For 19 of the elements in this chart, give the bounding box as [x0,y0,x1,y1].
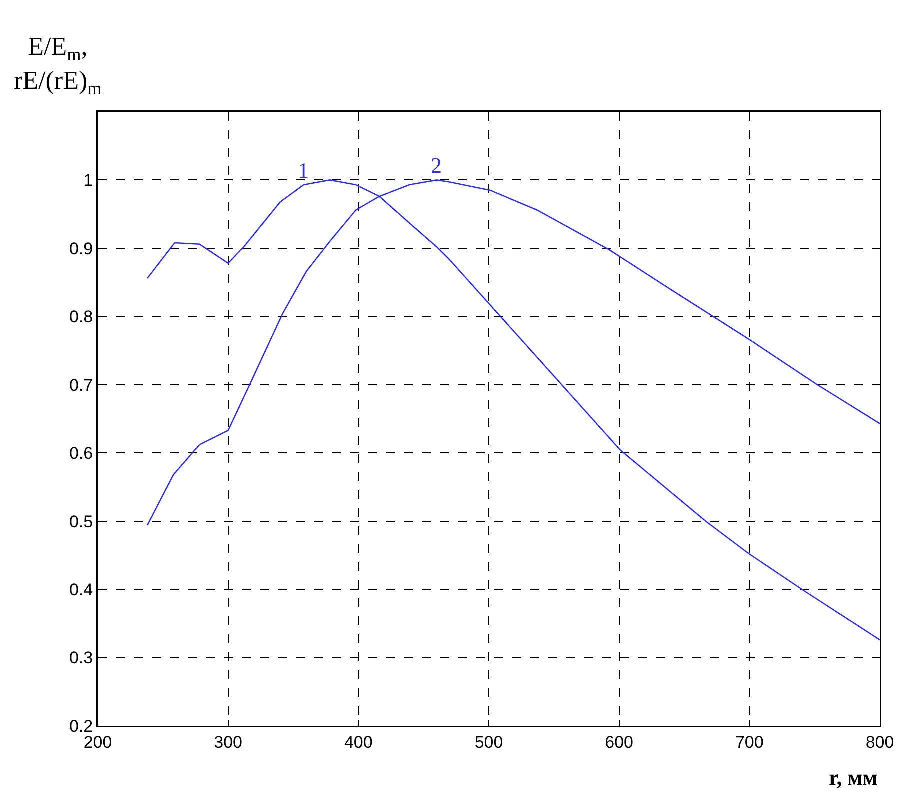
x-tick-label: 500 [474,732,504,752]
x-tick-label: 800 [866,732,894,752]
y-tick-label: 0.3 [69,648,94,668]
x-tick-label: 300 [214,732,243,752]
y-tick-label: 0.8 [69,308,94,327]
y-tick-label: 0.5 [69,512,94,532]
x-tick-label: 400 [344,732,373,752]
y-tick-label: 0.7 [69,376,94,395]
y-tick-label: 0.4 [69,580,94,600]
line-series [146,180,880,641]
y-tick-label: 1 [84,171,94,190]
annotation: 1 [298,158,309,183]
y-axis-title: E/E$_{m}$, rE/(rE)$_{m}$ [14,32,102,98]
x-axis-title: r, мм [829,765,878,790]
y-tick-label: 0.6 [69,444,94,464]
x-tick-label: 600 [605,732,634,752]
y-tick-label: 0.9 [69,239,94,258]
x-tick-label: 700 [735,732,764,752]
annotation: 2 [431,153,442,178]
